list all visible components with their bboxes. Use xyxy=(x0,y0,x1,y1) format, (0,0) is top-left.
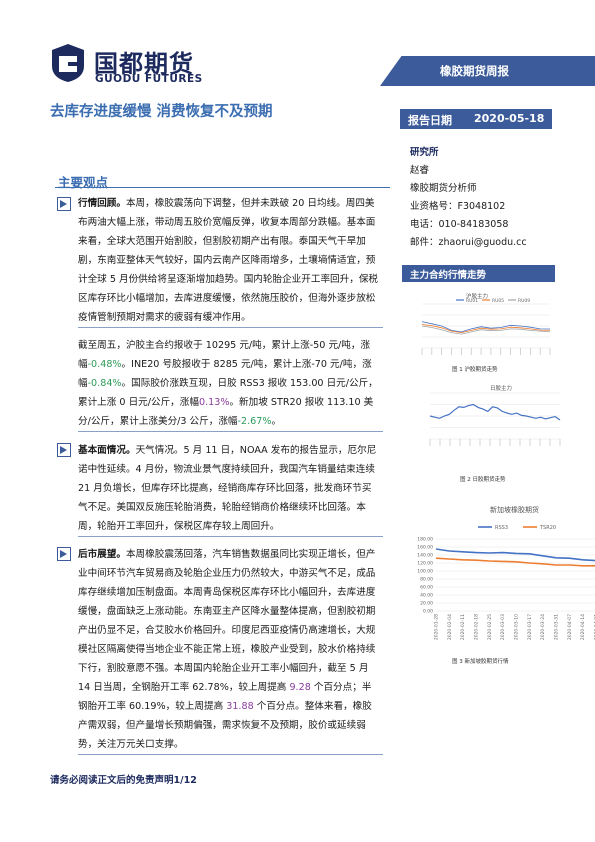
price-text: 。国际胶价涨跌互现，日胶 RSS3 报收 153.00 日元/公斤，累计上涨 0… xyxy=(78,378,378,408)
market-review-lead: 行情回顾。 xyxy=(78,198,126,209)
series-line-0 xyxy=(421,321,551,333)
series-line-2 xyxy=(421,325,551,335)
sidebar-title-text: 主力合约行情走势 xyxy=(410,270,487,281)
bullet-icon xyxy=(57,547,71,561)
y-tick-label: 120.00 xyxy=(417,561,433,567)
x-tick-label: 2020-02-25 xyxy=(487,614,493,640)
figure-3-chart: 新加坡橡胶期货 0.00 20.00 40.00 60.00 80.00 100.00 12… xyxy=(408,497,595,652)
report-type-banner: 橡胶期货周报 xyxy=(380,56,595,86)
price-text: 。 xyxy=(271,416,282,427)
outlook-text: 个百分点。整体来看，橡胶产需双弱，但产量增长预期偏强，需求恢复不及预期，胶价或延… xyxy=(78,701,372,750)
x-tick-label: 2020-04-21 xyxy=(594,614,595,640)
allsteel-increase: 9.28 xyxy=(289,682,311,693)
legend-label: RU09 xyxy=(518,298,530,304)
series-line-1 xyxy=(421,324,551,334)
fundamentals-body: 天气情况。5 月 11 日，NOAA 发布的报告显示，厄尔尼诺中性延续。4 月份… xyxy=(78,445,377,532)
analyst-license: 业资格号：F3048102 xyxy=(410,201,506,212)
nr-change-pct: -0.84% xyxy=(87,378,122,389)
outlook-text: 本周橡胶震荡回落，汽车销售数据虽同比实现正增长，但产业中间环节汽车贸易商及轮胎企… xyxy=(78,549,376,693)
legend-label: RU01 xyxy=(466,298,478,304)
x-tick-label: 2020-04-14 xyxy=(580,614,586,640)
str20-change-pct: -2.67% xyxy=(237,416,272,427)
fig1-svg: RU01 RU05 RU09 xyxy=(421,298,551,355)
x-tick-label: 2020-03-31 xyxy=(554,614,560,640)
fig1-title: 沪胶主力 xyxy=(466,294,489,300)
y-tick-label: 140.00 xyxy=(417,553,433,559)
bullet-icon xyxy=(57,197,71,211)
ru-change-pct: -0.48% xyxy=(87,359,122,370)
x-tick-label: 2020-02-11 xyxy=(460,614,466,640)
x-tick-label: 2020-03-17 xyxy=(527,614,533,640)
legend-label: RU05 xyxy=(492,298,504,304)
price-summary-paragraph: 截至周五，沪胶主合约报收于 10295 元/吨，累计上涨-50 元/吨，涨幅-0… xyxy=(78,336,383,432)
report-date-value: 2020-05-18 xyxy=(474,112,545,125)
x-tick-label: 2020-02-04 xyxy=(447,614,453,640)
fig3-title: 新加坡橡胶期货 xyxy=(490,506,539,514)
logo-english-name: GUODU FUTURES xyxy=(95,73,203,85)
section-title-main-views: 主要观点 xyxy=(58,175,109,190)
y-tick-label: 100.00 xyxy=(417,569,433,575)
contact-title: 研究所 xyxy=(410,147,439,158)
guodu-logo-icon xyxy=(52,44,84,82)
fig2-caption: 图 2 日胶期货走势 xyxy=(460,477,506,483)
disclaimer-footer[interactable]: 请务必阅读正文后的免责声明1/12 xyxy=(50,775,197,786)
fundamentals-lead: 基本面情况。 xyxy=(78,445,136,456)
figure-2-chart: 日胶主力 xyxy=(420,383,570,468)
report-date-box: 报告日期 2020-05-18 xyxy=(400,109,552,129)
report-headline: 去库存进度缓慢 消费恢复不及预期 xyxy=(50,104,273,120)
x-tick-label: 2020-01-28 xyxy=(434,614,440,640)
bullet-icon xyxy=(57,443,71,457)
analyst-email[interactable]: 邮件：zhaorui@guodu.cc xyxy=(410,237,527,248)
market-review-paragraph: 行情回顾。本周，橡胶震荡向下调整，但并未跌破 20 日均线。周四美布两油大幅上涨… xyxy=(78,194,383,328)
y-tick-label: 0.00 xyxy=(423,609,433,615)
fig3-svg: 0.00 20.00 40.00 60.00 80.00 100.00 120.00 140.… xyxy=(417,525,595,640)
y-tick-label: 60.00 xyxy=(420,585,433,591)
x-tick-label: 2020-03-03 xyxy=(500,614,506,640)
report-date-label: 报告日期 xyxy=(408,114,452,127)
company-logo: 国都期货 GUODU FUTURES xyxy=(48,42,208,88)
series-line-0 xyxy=(435,548,595,562)
fig3-caption: 图 3 新加坡胶期货行情 xyxy=(452,659,509,665)
x-tick-label: 2020-04-07 xyxy=(567,614,573,640)
sidebar-section-title: 主力合约行情走势 xyxy=(402,265,555,282)
analyst-name: 赵睿 xyxy=(410,165,430,176)
fig2-title: 日胶主力 xyxy=(490,386,513,392)
x-tick-label: 2020-02-18 xyxy=(474,614,480,640)
section-divider xyxy=(55,187,390,188)
analyst-contact: 研究所 赵睿 橡胶期货分析师 业资格号：F3048102 电话：010-8418… xyxy=(410,144,570,252)
rss3-change-pct: 0.13% xyxy=(198,397,230,408)
fig1-caption: 图 1 沪胶期货走势 xyxy=(452,367,498,373)
series-line-0 xyxy=(429,403,561,421)
price-text: 。INE20 号胶报收于 8285 元/吨，累计上涨-70 元/吨，涨幅 xyxy=(78,359,372,389)
analyst-phone: 电话：010-84183058 xyxy=(410,219,509,230)
y-tick-label: 160.00 xyxy=(417,545,433,551)
series-line-1 xyxy=(435,557,595,567)
price-text: 。新加坡 STR20 报收 113.10 美分/公斤，累计上涨美分/3 公斤，涨… xyxy=(78,397,374,427)
outlook-lead: 后市展望。 xyxy=(78,549,126,560)
analyst-role: 橡胶期货分析师 xyxy=(410,183,477,194)
outlook-text: 个百分点；半钢胎开工率 60.19%，较上周提高 xyxy=(78,682,372,712)
y-tick-label: 20.00 xyxy=(420,601,433,607)
x-tick-label: 2020-03-24 xyxy=(540,614,546,640)
y-tick-label: 180.00 xyxy=(417,537,433,543)
semisteel-increase: 31.88 xyxy=(226,701,254,712)
legend-label: RSS3 xyxy=(495,525,508,531)
market-review-body: 本周，橡胶震荡向下调整，但并未跌破 20 日均线。周四美布两油大幅上涨，带动周五… xyxy=(78,198,379,323)
figure-1-chart: 沪胶主力 RU01 RU05 RU09 xyxy=(408,290,558,370)
outlook-paragraph: 后市展望。本周橡胶震荡回落，汽车销售数据虽同比实现正增长，但产业中间环节汽车贸易… xyxy=(78,545,383,755)
fig2-svg xyxy=(429,392,561,446)
y-tick-label: 40.00 xyxy=(420,593,433,599)
legend-label: TSR20 xyxy=(539,525,556,531)
fundamentals-paragraph: 基本面情况。天气情况。5 月 11 日，NOAA 发布的报告显示，厄尔尼诺中性延… xyxy=(78,441,383,537)
x-tick-label: 2020-03-10 xyxy=(514,614,520,640)
logo-chinese-name: 国都期货 xyxy=(94,50,194,78)
report-type-label: 橡胶期货周报 xyxy=(440,64,509,78)
y-tick-label: 80.00 xyxy=(420,577,433,583)
price-text: 截至周五，沪胶主合约报收于 10295 元/吨，累计上涨-50 元/吨，涨幅 xyxy=(78,340,371,370)
